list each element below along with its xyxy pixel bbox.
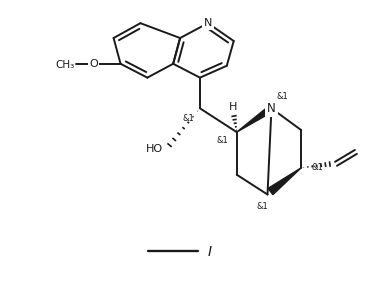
Text: &1: &1 <box>182 114 194 123</box>
Text: &1: &1 <box>311 163 323 172</box>
Text: I: I <box>208 245 212 259</box>
Text: &1: &1 <box>257 202 269 211</box>
Text: &1: &1 <box>276 92 288 101</box>
Text: O: O <box>89 59 98 69</box>
Text: N: N <box>204 18 212 28</box>
Text: HO: HO <box>146 144 163 154</box>
Polygon shape <box>237 106 274 132</box>
Text: H: H <box>229 102 237 112</box>
Text: N: N <box>267 102 276 115</box>
Polygon shape <box>268 168 301 195</box>
Text: CH₃: CH₃ <box>56 60 75 70</box>
Text: &1: &1 <box>217 136 229 144</box>
